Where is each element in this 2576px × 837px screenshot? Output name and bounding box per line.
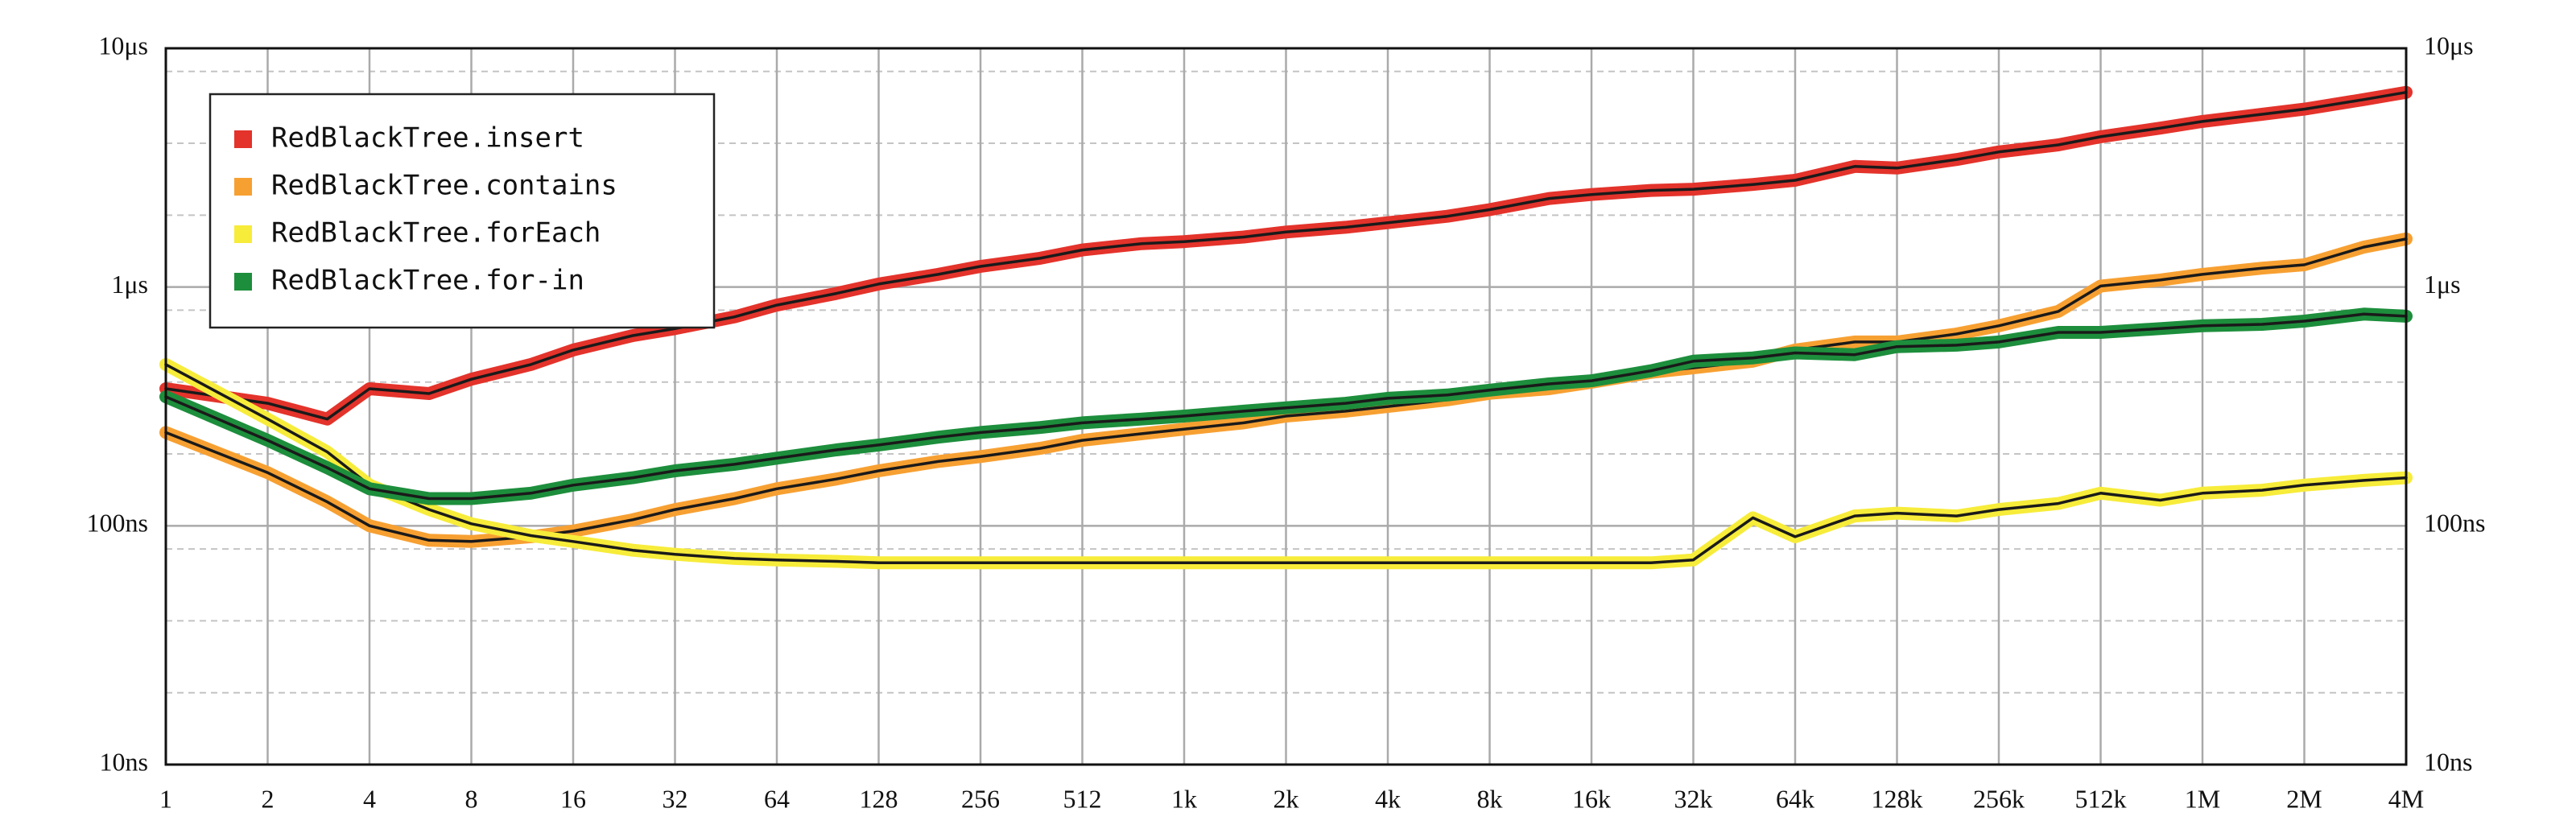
x-tick-label: 256k [1973,784,2025,813]
y-tick-label: 1μs [111,270,148,299]
legend-label: RedBlackTree.contains [271,170,617,202]
x-tick-label: 4k [1375,784,1401,813]
x-tick-label: 128 [860,784,898,813]
y2-tick-label: 10ns [2424,747,2472,776]
x-tick-label: 1M [2185,784,2220,813]
x-tick-label: 1k [1171,784,1197,813]
x-tick-label: 128k [1872,784,1923,813]
y2-tick-label: 100ns [2424,509,2485,538]
legend-label: RedBlackTree.forEach [271,217,601,249]
legend-box [208,93,716,329]
x-tick-label: 1 [159,784,172,813]
axes: 10ns 10ns 100ns 100ns 1μs 1μs 10μs 10μs 1 2 4 8 16 32… [87,31,2486,813]
legend-swatch [234,225,252,243]
x-tick-label: 16k [1572,784,1611,813]
x-tick-label: 8 [465,784,478,813]
x-tick-label: 512k [2075,784,2127,813]
plot-frame [164,47,2408,766]
x-tick-label: 4M [2388,784,2424,813]
x-tick-label: 8k [1477,784,1503,813]
x-tick-label: 2M [2286,784,2322,813]
y-tick-label: 10μs [98,31,148,60]
x-tick-label: 512 [1063,784,1102,813]
series-line-core [164,363,2408,565]
x-tick-label: 32k [1674,784,1713,813]
y2-tick-label: 1μs [2424,270,2461,299]
x-tick-label: 64 [764,784,790,813]
legend: RedBlackTree.insert RedBlackTree.contains… [208,93,716,329]
series-line-core [164,237,2408,543]
y-tick-label: 100ns [87,509,148,538]
x-tick-label: 16 [560,784,586,813]
x-tick-label: 256 [961,784,1000,813]
x-tick-label: 4 [363,784,376,813]
legend-swatch [234,130,252,148]
x-tick-label: 64k [1776,784,1814,813]
lines [159,85,2413,570]
series-line-core [164,312,2408,501]
y2-tick-label: 10μs [2424,31,2474,60]
x-tick-label: 2k [1274,784,1299,813]
x-tick-label: 32 [663,784,688,813]
legend-swatch [234,178,252,196]
y-tick-label: 10ns [100,747,148,776]
series-line-core [164,90,2408,421]
legend-label: RedBlackTree.for-in [271,265,584,297]
legend-label: RedBlackTree.insert [271,122,584,155]
x-tick-label: 2 [262,784,275,813]
legend-swatch [234,273,252,291]
